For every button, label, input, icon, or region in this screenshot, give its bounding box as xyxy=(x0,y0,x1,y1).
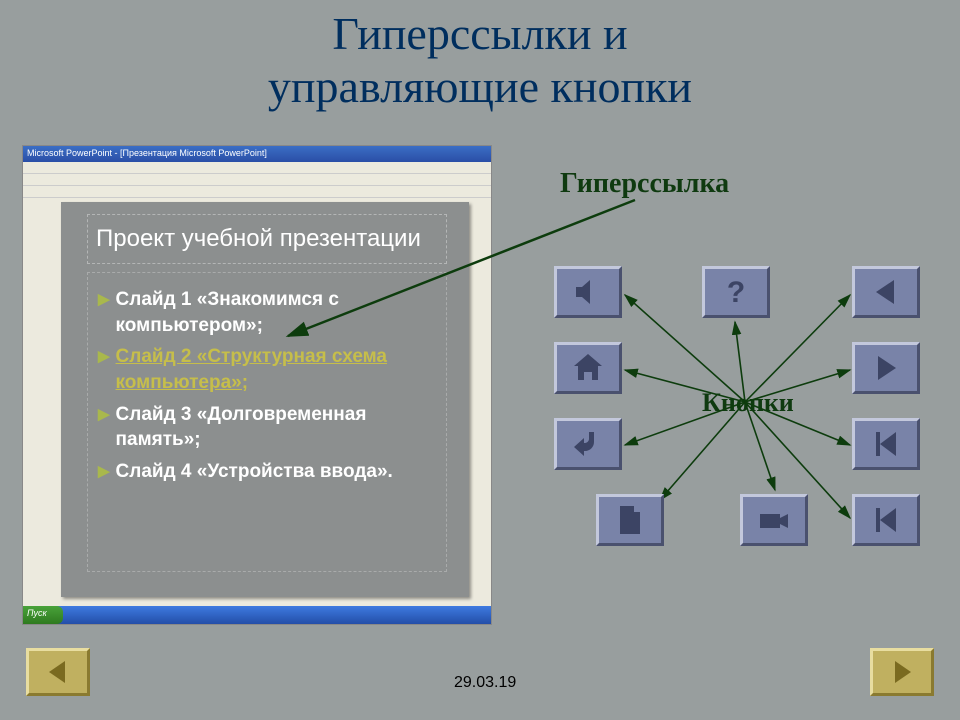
window-titlebar: Microsoft PowerPoint - [Презентация Micr… xyxy=(23,146,491,162)
window-title-text: Microsoft PowerPoint - [Презентация Micr… xyxy=(27,148,267,158)
slide-hyperlink-item[interactable]: ▶Слайд 2 «Структурная схема компьютера»; xyxy=(98,344,436,395)
slide-list-item: ▶Слайд 4 «Устройства ввода». xyxy=(98,459,436,485)
bullet-marker-icon: ▶ xyxy=(98,287,110,338)
help-icon[interactable]: ? xyxy=(702,266,770,318)
title-line2: управляющие кнопки xyxy=(268,61,692,112)
return-icon[interactable] xyxy=(554,418,622,470)
movie-icon[interactable] xyxy=(740,494,808,546)
slide-title: Гиперссылки и управляющие кнопки xyxy=(0,0,960,114)
svg-text:?: ? xyxy=(727,276,745,309)
windows-taskbar xyxy=(23,606,491,624)
title-line1: Гиперссылки и xyxy=(332,8,627,59)
forward-icon[interactable] xyxy=(852,342,920,394)
bullet-text: Слайд 1 «Знакомимся с компьютером»; xyxy=(116,287,436,338)
slide-canvas: Проект учебной презентации ▶Слайд 1 «Зна… xyxy=(61,202,469,597)
bullet-marker-icon: ▶ xyxy=(98,402,110,453)
back-icon[interactable] xyxy=(852,266,920,318)
home-icon[interactable] xyxy=(554,342,622,394)
bullet-text: Слайд 4 «Устройства ввода». xyxy=(116,459,393,485)
buttons-label: Кнопки xyxy=(702,388,794,418)
window-menubar xyxy=(23,162,491,174)
hyperlink-label: Гиперссылка xyxy=(560,168,729,200)
inner-slide-title: Проект учебной презентации xyxy=(87,214,447,264)
bullet-text: Слайд 2 «Структурная схема компьютера»; xyxy=(116,344,436,395)
start-button: Пуск xyxy=(23,606,63,624)
begin-icon[interactable] xyxy=(852,418,920,470)
bullet-marker-icon: ▶ xyxy=(98,459,110,485)
slide-list-item: ▶Слайд 3 «Долговременная память»; xyxy=(98,402,436,453)
powerpoint-screenshot: Microsoft PowerPoint - [Презентация Micr… xyxy=(22,145,492,625)
next-slide-button[interactable] xyxy=(870,648,934,696)
sound-icon[interactable] xyxy=(554,266,622,318)
bullet-text: Слайд 3 «Долговременная память»; xyxy=(116,402,436,453)
prev-slide-button[interactable] xyxy=(26,648,90,696)
bullet-marker-icon: ▶ xyxy=(98,344,110,395)
begin2-icon[interactable] xyxy=(852,494,920,546)
inner-slide-body: ▶Слайд 1 «Знакомимся с компьютером»;▶Сла… xyxy=(87,272,447,572)
window-toolbar2 xyxy=(23,186,491,198)
slide-list-item: ▶Слайд 1 «Знакомимся с компьютером»; xyxy=(98,287,436,338)
document-icon[interactable] xyxy=(596,494,664,546)
window-toolbar xyxy=(23,174,491,186)
date-label: 29.03.19 xyxy=(454,674,516,692)
